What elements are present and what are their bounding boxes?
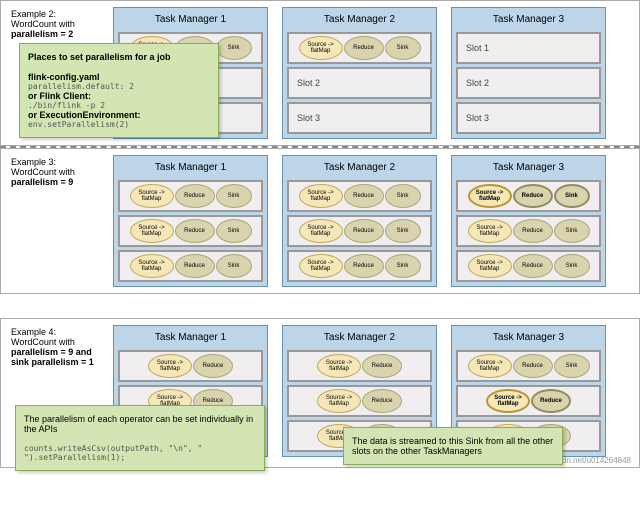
callout-c1m: parallelism.default: 2 (28, 82, 210, 91)
ex3-line2: WordCount with (11, 167, 101, 177)
slot: Source -> flatMapReduceSink (118, 215, 263, 247)
slot: Source -> flatMapReduce (287, 385, 432, 417)
callout-c2m: ./bin/flink -p 2 (28, 101, 210, 110)
slot: Source -> flatMapReduceSink (456, 215, 601, 247)
callout-c1: flink-config.yaml (28, 72, 210, 82)
slot: Source -> flatMapReduceSink (118, 250, 263, 282)
sink-oval: Sink (216, 36, 252, 60)
ex2-line2: WordCount with (11, 19, 101, 29)
callout-c3: or ExecutionEnvironment: (28, 110, 210, 120)
reduce-oval: Reduce (344, 36, 384, 60)
ex3-line3: parallelism = 9 (11, 177, 101, 187)
callout-c2: or Flink Client: (28, 91, 210, 101)
example-3-label: Example 3: WordCount with parallelism = … (7, 155, 105, 287)
slot: Source -> flatMapReduce (287, 350, 432, 382)
slot: Source -> flatMap Reduce Sink (287, 32, 432, 64)
ex3-task-managers: Task Manager 1 Source -> flatMapReduceSi… (113, 155, 633, 287)
slot: Source -> flatMapReduceSink (287, 215, 432, 247)
task-manager-2: Task Manager 2 Source -> flatMap Reduce … (282, 7, 437, 139)
callout1-mono: counts.writeAsCsv(outputPath, "\n", " ")… (24, 444, 256, 462)
slot-label: Slot 1 (456, 32, 601, 64)
ex4-callout-2: The data is streamed to this Sink from a… (343, 427, 563, 465)
task-manager-3: Task Manager 3 Source -> flatMapReduceSi… (451, 155, 606, 287)
callout-c3m: env.setParallelism(2) (28, 120, 210, 129)
slot: Source -> flatMapReduce (118, 350, 263, 382)
slot: Source -> flatMapReduceSink (456, 250, 601, 282)
tm1-title: Task Manager 1 (118, 12, 263, 29)
example-3: Example 3: WordCount with parallelism = … (0, 148, 640, 294)
callout-title: Places to set parallelism for a job (28, 52, 210, 62)
slot-label: Slot 2 (287, 67, 432, 99)
ex4-line1: Example 4: (11, 327, 101, 337)
slot: Source -> flatMapReduceSink (287, 180, 432, 212)
ex2-line3: parallelism = 2 (11, 29, 101, 39)
slot: Source -> flatMapReduceSink (456, 350, 601, 382)
ex3-line1: Example 3: (11, 157, 101, 167)
spacer (0, 294, 640, 318)
tm3-title: Task Manager 3 (456, 12, 601, 29)
task-manager-3: Task Manager 3 Slot 1 Slot 2 Slot 3 (451, 7, 606, 139)
slot: Source -> flatMapReduceSink (287, 250, 432, 282)
ex4-line3: parallelism = 9 and sink parallelism = 1 (11, 347, 101, 367)
ex4-callout-1: The parallelism of each operator can be … (15, 405, 265, 471)
slot-bold: Source -> flatMapReduce (456, 385, 601, 417)
sink-oval: Sink (385, 36, 421, 60)
slot-label: Slot 3 (456, 102, 601, 134)
source-flatmap-oval: Source -> flatMap (299, 36, 343, 60)
callout1-text: The parallelism of each operator can be … (24, 414, 256, 434)
slot: Source -> flatMapReduceSink (118, 180, 263, 212)
example-2: Example 2: WordCount with parallelism = … (0, 0, 640, 146)
ex4-line2: WordCount with (11, 337, 101, 347)
callout2-text: The data is streamed to this Sink from a… (352, 436, 554, 456)
slot-label: Slot 3 (287, 102, 432, 134)
example-4: Example 4: WordCount with parallelism = … (0, 318, 640, 468)
slot-label: Slot 2 (456, 67, 601, 99)
tm2-title: Task Manager 2 (287, 12, 432, 29)
task-manager-2: Task Manager 2 Source -> flatMapReduceSi… (282, 155, 437, 287)
ex2-line1: Example 2: (11, 9, 101, 19)
task-manager-1: Task Manager 1 Source -> flatMapReduceSi… (113, 155, 268, 287)
ex2-callout: Places to set parallelism for a job flin… (19, 43, 219, 138)
slot-bold: Source -> flatMapReduceSink (456, 180, 601, 212)
